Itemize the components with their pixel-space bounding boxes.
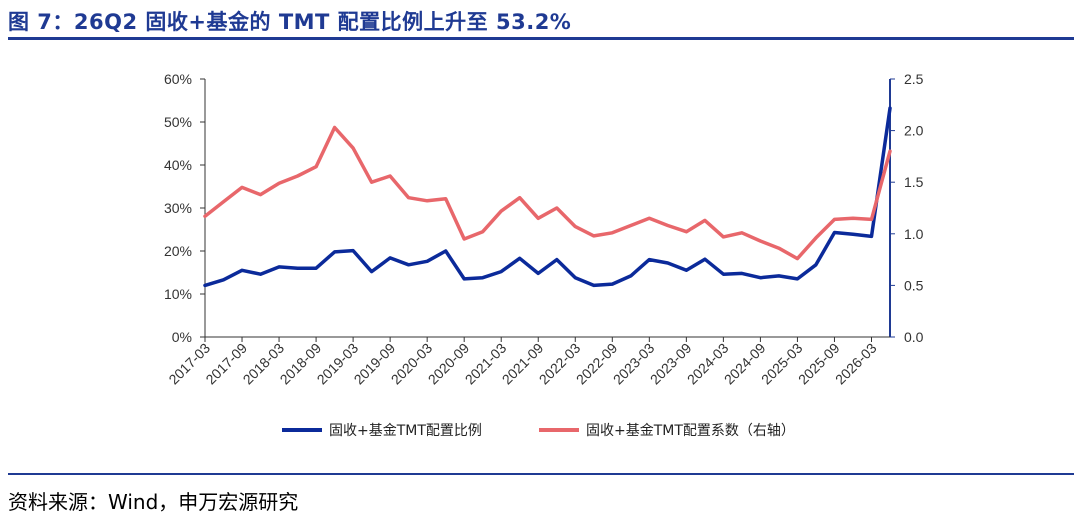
x-tick-label: 2026-03	[832, 340, 880, 388]
series-line-1	[203, 106, 892, 288]
y-left-tick-label: 10%	[164, 286, 192, 302]
legend: 固收+基金TMT配置比例 固收+基金TMT配置系数（右轴）	[282, 422, 795, 439]
y-left-tick-label: 40%	[164, 157, 192, 173]
y-left-tick-label: 30%	[164, 200, 192, 216]
axes: 0% 10% 20% 30% 40% 50% 60% 0.0 0.5 1.0 1.5 2.0 2.5 20…	[164, 71, 924, 387]
y-right-tick-label: 1.5	[904, 174, 924, 190]
y-right-tick-label: 2.0	[904, 123, 924, 139]
legend-label-2: 固收+基金TMT配置系数（右轴）	[586, 422, 795, 439]
y-right-tick-label: 0.5	[904, 277, 924, 293]
line-chart: 0% 10% 20% 30% 40% 50% 60% 0.0 0.5 1.0 1.5 2.0 2.5 20…	[164, 71, 924, 439]
footer-rule	[8, 473, 1074, 475]
series-line-2	[203, 125, 892, 261]
legend-label-1: 固收+基金TMT配置比例	[329, 422, 482, 439]
y-left-tick-label: 0%	[172, 329, 192, 345]
y-left-tick-label: 50%	[164, 114, 192, 130]
y-right-tick-label: 2.5	[904, 71, 924, 87]
chart-title: 图 7：26Q2 固收+基金的 TMT 配置比例上升至 53.2%	[8, 10, 572, 34]
series-layer	[203, 106, 892, 288]
title-rule	[8, 37, 1074, 40]
y-right-tick-label: 1.0	[904, 226, 924, 242]
source-note: 资料来源：Wind，申万宏源研究	[8, 490, 299, 514]
y-left-tick-label: 20%	[164, 243, 192, 259]
y-left-tick-label: 60%	[164, 71, 192, 87]
y-right-tick-label: 0.0	[904, 329, 924, 345]
